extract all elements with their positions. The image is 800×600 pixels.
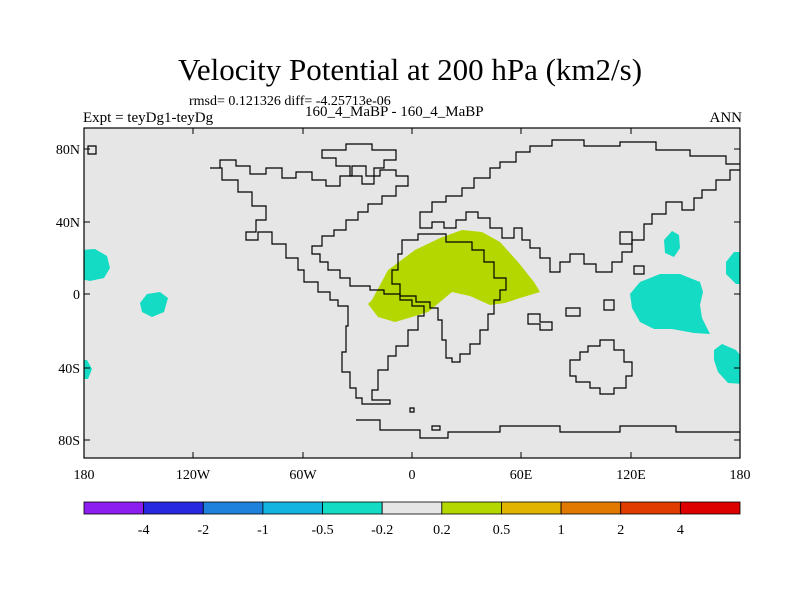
lon-label: 180 [74,468,95,483]
colorbar-box [560,501,622,515]
negative-anomaly-region [726,252,740,284]
lon-label: 60W [289,468,317,483]
colorbar-label: 1 [558,523,565,538]
lat-labels: 80N 40N 0 40S 80S [56,143,80,449]
coastline-americas [210,159,425,405]
colorbar-label: -1 [257,523,269,538]
colorbar-label: -2 [197,523,209,538]
anomaly-regions [84,230,740,384]
colorbar-box [202,501,264,515]
colorbar-label: 4 [677,523,684,538]
coastline-africa [391,233,507,363]
colorbar-box [620,501,681,515]
experiment-label: Expt = teyDg1-teyDg [83,110,214,126]
negative-anomaly-region [84,249,110,281]
negative-anomaly-region [140,292,168,317]
lon-label: 120W [176,468,211,483]
colorbar-label: -0.5 [311,523,333,538]
stats-label: rmsd= 0.121326 diff= -4.25713e-06 [189,94,391,109]
season-label: ANN [709,110,743,126]
lon-label: 180 [730,468,751,483]
lon-label: 60E [510,468,533,483]
colorbar-box [501,501,562,515]
colorbar-box [143,501,204,515]
lat-label: 40S [58,362,80,377]
lon-labels: 180 120W 60W 0 60E 120E 180 [74,468,751,483]
coastline-australia [569,339,633,395]
positive-anomaly-region [368,230,540,322]
colorbar-box [322,501,383,515]
colorbar-box [679,501,741,515]
negative-anomaly-region [714,344,740,384]
lon-label: 120E [616,468,646,483]
lon-label: 0 [409,468,416,483]
colorbar-label: -4 [138,523,150,538]
colorbar-box [83,501,145,515]
lat-label: 40N [56,216,80,231]
colorbar-label: 2 [617,523,624,538]
colorbar-box [441,501,502,515]
lat-label: 80S [58,434,80,449]
axis-ticks [84,128,740,458]
coastline-islands [87,145,645,431]
colorbar-label: 0.2 [433,523,451,538]
colorbar-label: 0.5 [493,523,511,538]
colorbar: -4 -2 -1 -0.5 -0.2 0.2 0.5 1 2 4 [83,501,741,538]
colorbar-label: -0.2 [371,523,393,538]
plot-title: Velocity Potential at 200 hPa (km2/s) [177,52,643,87]
negative-anomaly-region [84,360,92,379]
lat-label: 80N [56,143,80,158]
coastlines [87,139,740,439]
lat-label: 0 [73,288,80,303]
coastline-greenland [321,143,397,185]
case-label: 160_4_MaBP - 160_4_MaBP [305,104,484,120]
colorbar-box [381,501,443,515]
negative-anomaly-region [664,231,680,257]
colorbar-box [262,501,323,515]
coastline-eurasia [419,139,740,273]
coastline-antarctica [356,419,740,439]
negative-anomaly-region [630,274,710,334]
